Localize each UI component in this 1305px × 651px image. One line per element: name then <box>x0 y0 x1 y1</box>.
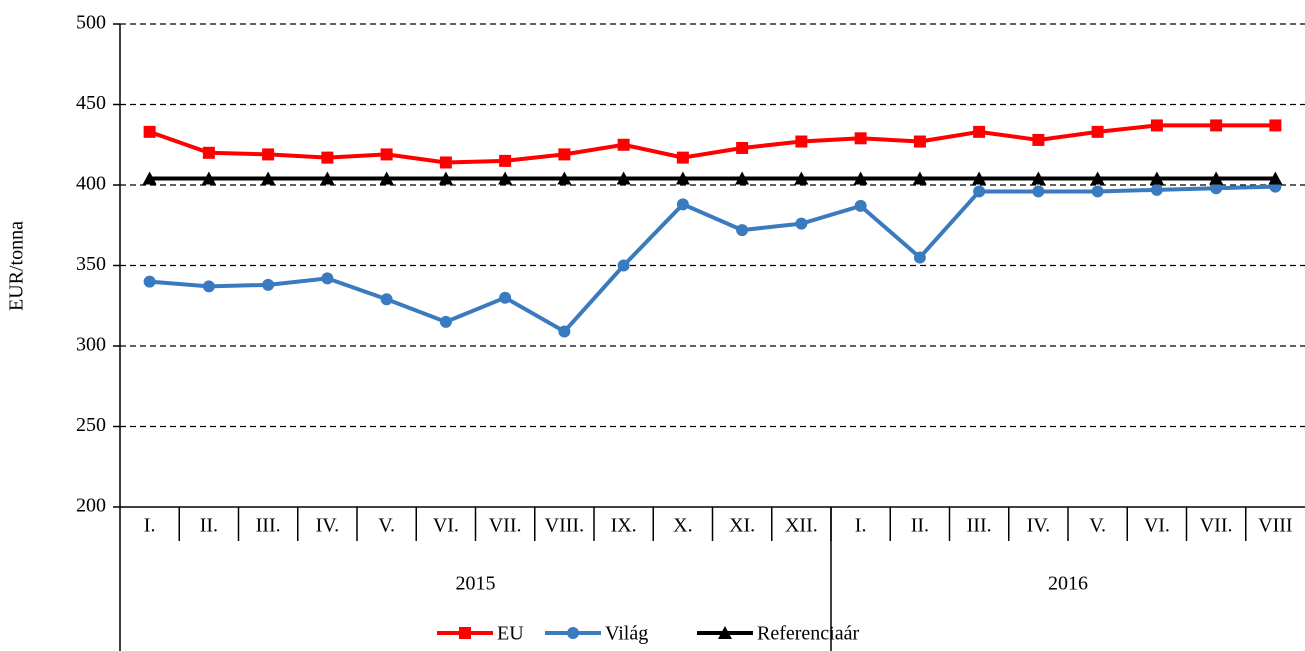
data-point <box>439 156 452 169</box>
data-point <box>973 125 986 138</box>
data-point <box>794 171 809 185</box>
data-point <box>379 171 394 185</box>
x-tick-label: VIII <box>1258 515 1292 537</box>
x-tick-label: VII. <box>1200 515 1233 537</box>
legend-label: Világ <box>605 623 648 645</box>
data-point <box>1091 185 1104 198</box>
legend-marker <box>567 627 579 639</box>
data-point <box>1031 171 1046 185</box>
data-point <box>853 171 868 185</box>
series-line <box>149 184 1276 335</box>
data-point <box>854 132 867 145</box>
data-point <box>1209 171 1224 185</box>
legend-marker <box>718 626 732 639</box>
data-point <box>1210 119 1223 132</box>
y-tick-label: 300 <box>76 334 106 356</box>
data-point <box>262 148 275 161</box>
x-tick-label: XII. <box>785 515 818 537</box>
data-point <box>736 141 749 154</box>
y-tick-label: 500 <box>76 12 106 34</box>
data-point <box>202 146 215 159</box>
data-point <box>499 291 512 304</box>
data-point <box>261 171 276 185</box>
data-point <box>854 199 867 212</box>
x-tick-label: X. <box>673 515 692 537</box>
data-point <box>795 135 808 148</box>
data-point <box>675 171 690 185</box>
legend-label: EU <box>497 623 524 645</box>
data-point <box>498 171 513 185</box>
data-point <box>616 171 631 185</box>
x-tick-label: XI. <box>729 515 755 537</box>
data-point <box>1149 171 1164 185</box>
data-point <box>143 125 156 138</box>
data-point <box>1150 119 1163 132</box>
data-point <box>617 259 630 272</box>
data-point <box>558 148 571 161</box>
data-point <box>558 325 571 338</box>
data-point <box>1210 182 1223 195</box>
x-tick-label: II. <box>200 515 218 537</box>
data-point <box>736 224 749 237</box>
data-point <box>1269 119 1282 132</box>
data-point <box>202 280 215 293</box>
data-point <box>1032 133 1045 146</box>
y-tick-label: 400 <box>76 173 106 195</box>
data-point <box>617 138 630 151</box>
x-tick-label: V. <box>378 515 395 537</box>
x-tick-label: VI. <box>1144 515 1170 537</box>
x-tick-label: II. <box>911 515 929 537</box>
data-point <box>320 171 335 185</box>
x-tick-label: VII. <box>489 515 522 537</box>
data-point <box>1150 183 1163 196</box>
legend-marker <box>459 627 471 639</box>
x-tick-label: III. <box>256 515 281 537</box>
data-point <box>142 171 157 185</box>
data-point <box>972 171 987 185</box>
data-point <box>438 171 453 185</box>
data-point <box>1091 125 1104 138</box>
data-point <box>380 293 393 306</box>
x-tick-label: IX. <box>611 515 637 537</box>
data-point <box>321 272 334 285</box>
y-axis-label: EUR/tonna <box>6 221 28 311</box>
data-point <box>1032 185 1045 198</box>
data-point <box>321 151 334 164</box>
data-point <box>795 217 808 230</box>
data-point <box>973 185 986 198</box>
series-line <box>148 123 1276 165</box>
x-tick-label: IV. <box>316 515 340 537</box>
x-tick-label: V. <box>1089 515 1106 537</box>
data-point <box>143 275 156 288</box>
group-label: 2016 <box>1048 573 1088 595</box>
y-tick-label: 250 <box>76 414 106 436</box>
x-tick-label: I. <box>144 515 156 537</box>
x-tick-label: VI. <box>433 515 459 537</box>
data-point <box>201 171 216 185</box>
y-tick-label: 450 <box>76 92 106 114</box>
data-point <box>913 135 926 148</box>
data-point <box>735 171 750 185</box>
data-point <box>1268 171 1283 185</box>
data-point <box>439 315 452 328</box>
y-tick-label: 350 <box>76 253 106 275</box>
data-point <box>912 171 927 185</box>
data-point <box>1090 171 1105 185</box>
group-label: 2015 <box>456 573 496 595</box>
legend-label: Referenciaár <box>757 623 859 645</box>
y-tick-label: 200 <box>76 495 106 517</box>
data-point <box>676 198 689 211</box>
x-tick-label: VIII. <box>545 515 584 537</box>
data-point <box>913 251 926 264</box>
data-point <box>499 154 512 167</box>
data-point <box>557 171 572 185</box>
data-point <box>676 151 689 164</box>
x-tick-label: IV. <box>1027 515 1051 537</box>
data-point <box>262 278 275 291</box>
data-point <box>380 148 393 161</box>
x-tick-label: I. <box>855 515 867 537</box>
x-tick-label: III. <box>967 515 992 537</box>
